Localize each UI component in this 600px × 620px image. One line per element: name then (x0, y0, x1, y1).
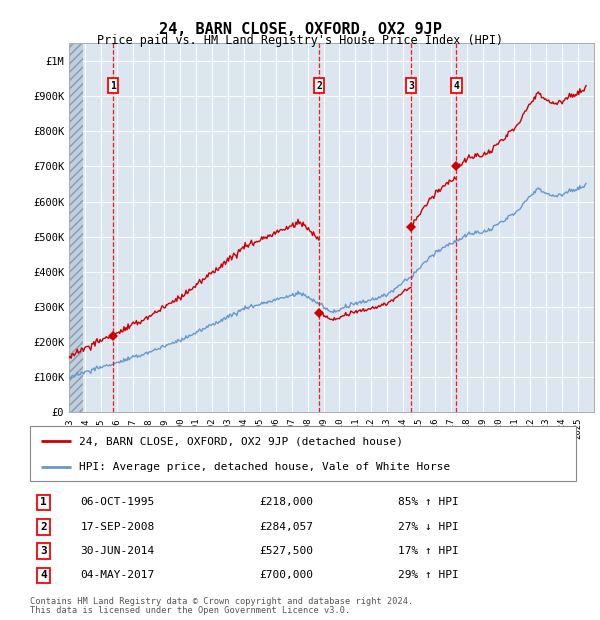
Text: Price paid vs. HM Land Registry's House Price Index (HPI): Price paid vs. HM Land Registry's House … (97, 34, 503, 47)
Text: 2: 2 (40, 522, 47, 532)
Text: HPI: Average price, detached house, Vale of White Horse: HPI: Average price, detached house, Vale… (79, 462, 451, 472)
Text: 3: 3 (408, 81, 414, 91)
Text: 4: 4 (453, 81, 459, 91)
Text: 06-OCT-1995: 06-OCT-1995 (80, 497, 154, 508)
Text: 29% ↑ HPI: 29% ↑ HPI (398, 570, 459, 580)
Text: 85% ↑ HPI: 85% ↑ HPI (398, 497, 459, 508)
FancyBboxPatch shape (30, 426, 576, 481)
Text: 17% ↑ HPI: 17% ↑ HPI (398, 546, 459, 556)
Text: £284,057: £284,057 (260, 522, 314, 532)
Text: 3: 3 (40, 546, 47, 556)
Text: This data is licensed under the Open Government Licence v3.0.: This data is licensed under the Open Gov… (30, 606, 350, 615)
Text: 1: 1 (40, 497, 47, 508)
Text: 1: 1 (110, 81, 116, 91)
Text: 4: 4 (40, 570, 47, 580)
Text: Contains HM Land Registry data © Crown copyright and database right 2024.: Contains HM Land Registry data © Crown c… (30, 597, 413, 606)
Text: 27% ↓ HPI: 27% ↓ HPI (398, 522, 459, 532)
Text: 2: 2 (316, 81, 322, 91)
Text: 24, BARN CLOSE, OXFORD, OX2 9JP (detached house): 24, BARN CLOSE, OXFORD, OX2 9JP (detache… (79, 436, 403, 446)
Bar (69, 43, 83, 412)
Text: 04-MAY-2017: 04-MAY-2017 (80, 570, 154, 580)
Text: £218,000: £218,000 (260, 497, 314, 508)
Text: 17-SEP-2008: 17-SEP-2008 (80, 522, 154, 532)
Text: 30-JUN-2014: 30-JUN-2014 (80, 546, 154, 556)
Text: £700,000: £700,000 (260, 570, 314, 580)
Text: £527,500: £527,500 (260, 546, 314, 556)
Text: 24, BARN CLOSE, OXFORD, OX2 9JP: 24, BARN CLOSE, OXFORD, OX2 9JP (158, 22, 442, 37)
